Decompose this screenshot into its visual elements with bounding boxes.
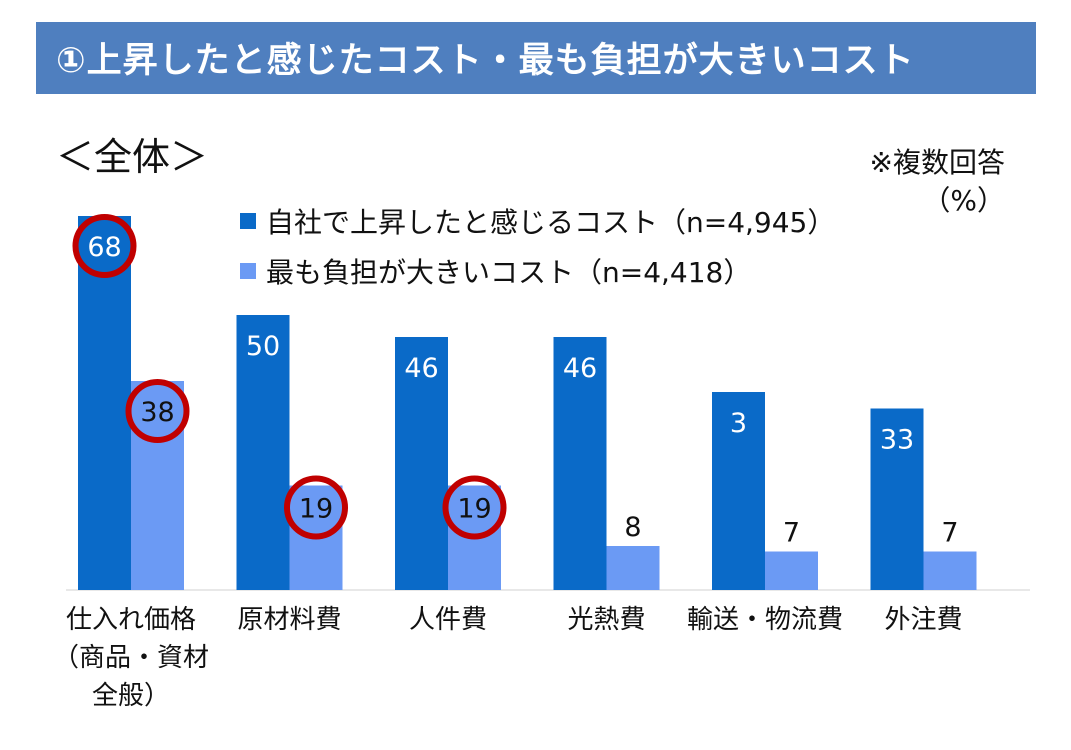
highlight-ring-series-1-1 [72, 214, 137, 278]
x-tick-label-1-line-1: 仕入れ価格 [66, 605, 196, 635]
bar-series-1-6 [870, 408, 924, 590]
data-label-series-2-1: 38 [140, 397, 174, 428]
legend-swatch-series-1 [240, 213, 256, 229]
x-tick-label-5: 輸送・物流費 [687, 605, 843, 635]
legend-swatch-series-2 [240, 263, 256, 279]
data-label-series-2-5: 7 [783, 518, 800, 549]
bar-series-2-6 [923, 551, 977, 590]
data-label-series-1-6: 33 [880, 425, 914, 456]
bar-series-1-4 [553, 337, 607, 590]
note-line-1: ※複数回答 [869, 146, 1005, 179]
bar-series-2-4 [606, 546, 660, 590]
note-line-2: （%） [922, 184, 1005, 217]
bar-series-1-1 [78, 216, 131, 590]
title-bar [36, 22, 1036, 94]
highlight-ring-series-2-1 [125, 379, 190, 443]
bar-series-1-3 [395, 337, 448, 590]
legend-label-series-1: 自社で上昇したと感じるコスト（n=4,945） [266, 206, 836, 239]
chart-subtitle: ＜全体＞ [56, 135, 209, 179]
x-tick-label-6: 外注費 [884, 605, 962, 635]
data-label-series-2-4: 8 [624, 512, 641, 543]
note: ※複数回答 （%） [870, 144, 1005, 220]
legend-item-series-1: 自社で上昇したと感じるコスト（n=4,945） [240, 196, 835, 246]
x-tick-label-1-line-2: （商品・資材 [53, 643, 209, 673]
chart-legend: 自社で上昇したと感じるコスト（n=4,945） 最も負担が大きいコスト（n=4,… [240, 196, 835, 296]
data-label-series-2-6: 7 [941, 518, 958, 549]
x-tick-label-3: 人件費 [409, 605, 487, 635]
page-title: ①上昇したと感じたコスト・最も負担が大きいコスト [56, 41, 915, 81]
x-tick-label-2: 原材料費 [237, 605, 341, 635]
data-label-series-1-5: 3 [730, 408, 747, 439]
legend-label-series-2: 最も負担が大きいコスト（n=4,418） [266, 256, 752, 289]
bar-series-1-2 [236, 315, 290, 590]
x-tick-label-4: 光熱費 [567, 605, 645, 635]
data-label-series-1-3: 46 [404, 353, 438, 384]
data-label-series-2-2: 19 [299, 494, 333, 525]
bar-series-1-5 [712, 392, 765, 590]
data-label-series-2-3: 19 [457, 494, 491, 525]
data-label-series-1-1: 68 [87, 232, 121, 263]
bar-series-2-5 [765, 551, 818, 590]
data-label-series-1-4: 46 [563, 353, 597, 384]
highlight-ring-series-2-3 [442, 475, 507, 540]
data-label-series-1-2: 50 [246, 331, 280, 362]
highlight-ring-series-2-2 [284, 475, 348, 540]
bar-series-2-1 [131, 381, 184, 590]
legend-item-series-2: 最も負担が大きいコスト（n=4,418） [240, 246, 835, 296]
x-tick-label-1-line-3: 全般） [92, 681, 170, 711]
